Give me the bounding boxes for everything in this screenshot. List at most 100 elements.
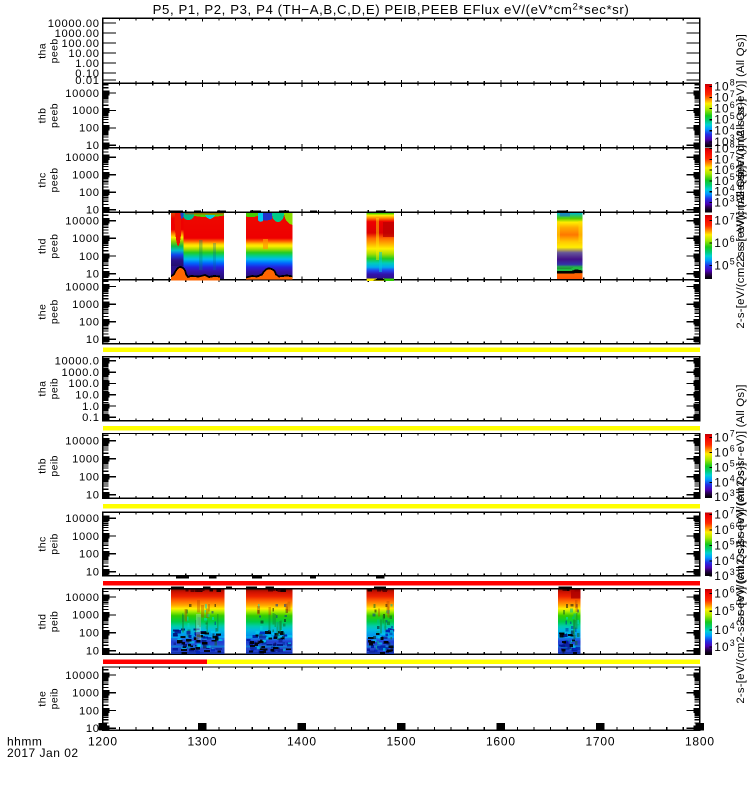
svg-text:106: 106 [714, 100, 734, 116]
svg-text:106: 106 [714, 521, 734, 537]
svg-text:1400: 1400 [287, 735, 317, 749]
svg-text:2-s-[eV/(cm2-s-sr-eV)] (All Qs: 2-s-[eV/(cm2-s-sr-eV)] (All Qs)] [735, 540, 747, 703]
svg-text:10000: 10000 [65, 436, 99, 448]
svg-text:peib: peib [48, 611, 60, 632]
svg-text:103: 103 [714, 488, 734, 504]
svg-text:10000: 10000 [65, 88, 99, 100]
svg-text:thb: thb [37, 108, 49, 124]
svg-text:10: 10 [86, 140, 100, 152]
svg-text:thb: thb [37, 458, 49, 474]
svg-text:100: 100 [79, 251, 100, 263]
svg-text:peeb: peeb [48, 168, 60, 193]
svg-text:106: 106 [714, 585, 734, 601]
svg-text:107: 107 [714, 89, 734, 105]
svg-text:105: 105 [714, 537, 734, 553]
svg-text:P5, P1, P2, P3, P4 (TH−A,B,C,D: P5, P1, P2, P3, P4 (TH−A,B,C,D,E) PEIB,P… [153, 2, 630, 17]
svg-text:10000: 10000 [65, 513, 99, 525]
svg-text:1000: 1000 [72, 610, 100, 622]
svg-text:1000: 1000 [72, 299, 100, 311]
svg-text:1000: 1000 [72, 170, 100, 182]
svg-text:104: 104 [714, 621, 734, 637]
svg-text:1000.0: 1000.0 [61, 367, 99, 379]
svg-text:105: 105 [714, 257, 734, 273]
svg-text:107: 107 [714, 506, 734, 522]
svg-text:100: 100 [79, 628, 100, 640]
svg-text:103: 103 [714, 133, 734, 149]
svg-text:100: 100 [79, 123, 100, 135]
svg-text:106: 106 [714, 444, 734, 460]
svg-text:1000.00: 1000.00 [55, 28, 100, 40]
svg-text:10: 10 [86, 646, 100, 658]
svg-text:10: 10 [86, 334, 100, 346]
svg-text:peib: peib [48, 533, 60, 554]
svg-text:tha: tha [37, 381, 49, 397]
svg-text:105: 105 [714, 602, 734, 618]
svg-text:108: 108 [714, 78, 734, 94]
svg-text:the: the [37, 304, 49, 320]
svg-text:1000: 1000 [72, 688, 100, 700]
svg-text:104: 104 [714, 552, 734, 568]
svg-text:107: 107 [714, 151, 734, 167]
svg-text:1.00: 1.00 [75, 58, 99, 70]
svg-text:10000: 10000 [65, 670, 99, 682]
svg-text:1500: 1500 [386, 735, 416, 749]
svg-text:104: 104 [714, 474, 734, 490]
svg-text:103: 103 [714, 638, 734, 654]
svg-text:108: 108 [714, 140, 734, 156]
svg-text:103: 103 [714, 194, 734, 210]
svg-text:100: 100 [79, 187, 100, 199]
svg-text:2-s-[eV/(cm2-s-sr-eV)] (All Qs: 2-s-[eV/(cm2-s-sr-eV)] (All Qs)] [735, 384, 747, 547]
svg-text:thc: thc [37, 536, 49, 551]
svg-text:0.01: 0.01 [75, 75, 99, 87]
svg-text:10000: 10000 [65, 152, 99, 164]
svg-text:2-s-[eV/(cm2-s-sr-eV)] (All Qs: 2-s-[eV/(cm2-s-sr-eV)] (All Qs)] [735, 165, 747, 328]
svg-text:10.0: 10.0 [75, 390, 99, 402]
svg-text:2-s-[eV/(cm2-s-sr-eV)] (All Qs: 2-s-[eV/(cm2-s-sr-eV)] (All Qs)] [735, 34, 747, 197]
svg-text:10000: 10000 [65, 215, 99, 227]
svg-text:0.1: 0.1 [82, 412, 100, 424]
svg-text:10: 10 [86, 490, 100, 502]
svg-text:peib: peib [48, 378, 60, 399]
svg-text:thd: thd [37, 614, 49, 630]
svg-text:peeb: peeb [48, 234, 60, 259]
svg-text:1000: 1000 [72, 454, 100, 466]
svg-text:100: 100 [79, 705, 100, 717]
svg-text:hhmm: hhmm [7, 735, 42, 749]
svg-text:105: 105 [714, 172, 734, 188]
svg-text:105: 105 [714, 459, 734, 475]
svg-text:10: 10 [86, 269, 100, 281]
svg-text:1200: 1200 [88, 735, 118, 749]
svg-text:106: 106 [714, 234, 734, 250]
svg-text:tha: tha [37, 43, 49, 59]
svg-text:thc: thc [37, 172, 49, 187]
svg-text:peeb: peeb [48, 103, 60, 128]
svg-text:10: 10 [86, 205, 100, 217]
svg-text:10000: 10000 [65, 281, 99, 293]
svg-text:peib: peib [48, 688, 60, 709]
svg-text:100: 100 [79, 472, 100, 484]
svg-text:peeb: peeb [48, 38, 60, 63]
svg-text:1600: 1600 [486, 735, 516, 749]
svg-text:10000: 10000 [65, 592, 99, 604]
svg-text:105: 105 [714, 111, 734, 127]
svg-text:10000.0: 10000.0 [55, 356, 100, 368]
svg-text:2-s-[eV/(cm2-s-sr-eV)] (All Qs: 2-s-[eV/(cm2-s-sr-eV)] (All Qs)] [735, 463, 747, 626]
svg-text:1000: 1000 [72, 233, 100, 245]
svg-text:the: the [37, 691, 49, 707]
svg-text:10: 10 [86, 723, 100, 735]
svg-text:1000: 1000 [72, 105, 100, 117]
svg-text:104: 104 [714, 183, 734, 199]
svg-text:2-s-[eV/(cm2-s-sr-eV)] (All Qs: 2-s-[eV/(cm2-s-sr-eV)] (All Qs)] [735, 99, 747, 262]
svg-text:thd: thd [37, 238, 49, 254]
svg-text:10000.00: 10000.00 [48, 18, 100, 30]
svg-text:100: 100 [79, 317, 100, 329]
svg-text:100: 100 [79, 549, 100, 561]
svg-text:107: 107 [714, 212, 734, 228]
svg-text:106: 106 [714, 161, 734, 177]
svg-text:peeb: peeb [48, 299, 60, 324]
svg-text:107: 107 [714, 429, 734, 445]
svg-text:2017 Jan 02: 2017 Jan 02 [7, 746, 79, 760]
svg-text:10: 10 [86, 566, 100, 578]
svg-text:0.10: 0.10 [75, 68, 99, 80]
svg-text:1700: 1700 [585, 735, 615, 749]
